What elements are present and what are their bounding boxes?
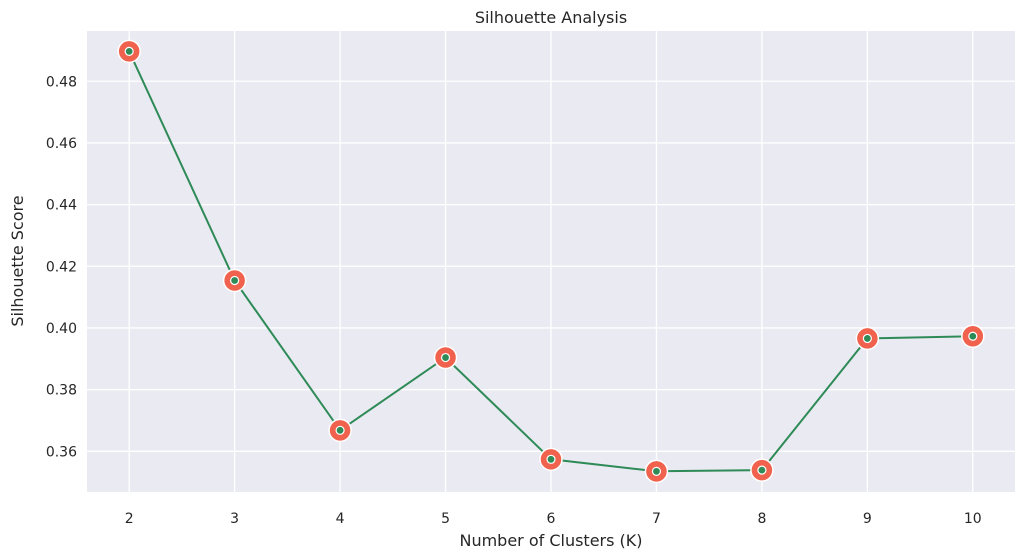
x-tick-label: 2	[125, 511, 134, 527]
point-inner-k4	[335, 425, 345, 435]
point-inner-k5	[440, 352, 451, 363]
y-tick-label: 0.44	[46, 198, 77, 214]
x-tick-label: 10	[964, 511, 982, 527]
x-tick-label: 3	[230, 511, 239, 527]
x-tick-label: 7	[652, 511, 661, 527]
y-tick-labels: 0.36 0.38 0.40 0.42 0.44 0.46 0.48	[46, 74, 77, 460]
y-tick-label: 0.40	[46, 321, 77, 337]
y-tick-label: 0.38	[46, 383, 77, 399]
x-tick-label: 9	[863, 511, 872, 527]
y-tick-label: 0.42	[46, 259, 77, 275]
y-tick-label: 0.48	[46, 74, 77, 90]
y-axis-title: Silhouette Score	[8, 195, 27, 326]
point-inner-k10	[968, 331, 978, 341]
point-inner-k7	[651, 466, 662, 476]
x-tick-label: 5	[441, 511, 450, 527]
point-inner-k2	[124, 46, 134, 56]
x-tick-label: 4	[336, 511, 345, 527]
markers-group	[117, 39, 985, 484]
point-inner-k8	[757, 465, 767, 475]
x-axis-title: Number of Clusters (K)	[459, 531, 642, 550]
chart-title: Silhouette Analysis	[475, 8, 627, 27]
point-inner-k3	[230, 275, 240, 286]
x-tick-label: 6	[547, 511, 556, 527]
x-tick-label: 8	[757, 511, 766, 527]
point-inner-k6	[546, 454, 556, 464]
y-tick-label: 0.36	[46, 444, 77, 460]
point-inner-k9	[862, 333, 872, 344]
y-tick-label: 0.46	[46, 136, 77, 152]
x-tick-labels: 2 3 4 5 6 7 8 9 10	[125, 511, 982, 527]
